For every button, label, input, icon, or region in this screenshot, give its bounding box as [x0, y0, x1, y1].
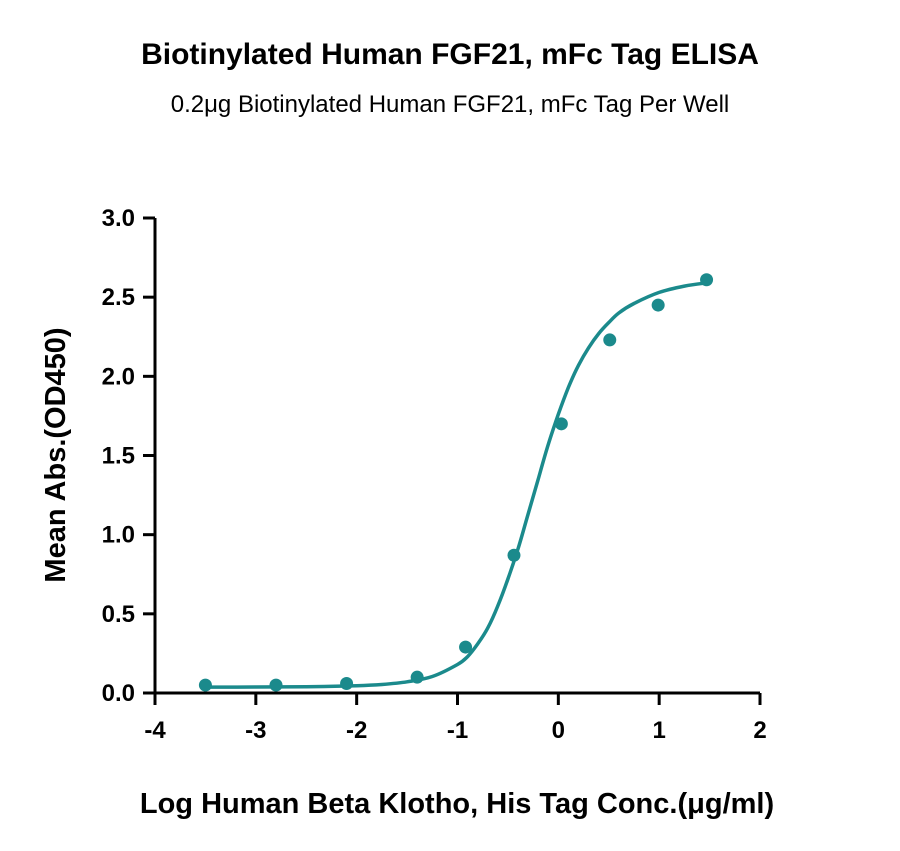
- data-point: [269, 678, 283, 692]
- y-ticks: 0.0 0.5 1.0 1.5 2.0 2.5 3.0: [102, 205, 155, 707]
- x-tick-label: -1: [447, 717, 468, 744]
- y-tick-label: 0.0: [102, 680, 135, 707]
- y-tick-label: 1.0: [102, 522, 135, 549]
- fit-curve-layer: [203, 281, 709, 689]
- y-axis-label: Mean Abs.(OD450): [40, 327, 72, 582]
- data-point: [603, 333, 617, 347]
- x-tick-label: -3: [245, 717, 266, 744]
- y-tick-label: 2.5: [102, 284, 135, 311]
- data-point: [198, 678, 212, 692]
- x-tick-label: -4: [144, 717, 166, 744]
- y-tick-label: 1.5: [102, 443, 135, 470]
- chart-subtitle: 0.2μg Biotinylated Human FGF21, mFc Tag …: [170, 91, 730, 118]
- data-point: [700, 273, 714, 287]
- x-tick-label: 1: [652, 717, 665, 744]
- x-tick-label: 2: [753, 717, 766, 744]
- data-point: [507, 548, 521, 562]
- fit-curve: [203, 281, 709, 689]
- y-tick-label: 3.0: [102, 205, 135, 232]
- x-tick-label: 0: [552, 717, 565, 744]
- x-ticks: -4 -3 -2 -1 0 1 2: [144, 693, 767, 744]
- chart-title: Biotinylated Human FGF21, mFc Tag ELISA: [141, 38, 759, 71]
- data-point: [651, 298, 665, 312]
- data-point: [554, 417, 568, 431]
- x-tick-label: -2: [346, 717, 367, 744]
- x-axis-label: Log Human Beta Klotho, His Tag Conc.(μg/…: [140, 788, 774, 820]
- y-tick-label: 0.5: [102, 601, 135, 628]
- data-point: [340, 677, 354, 690]
- data-point: [410, 670, 424, 684]
- y-tick-label: 2.0: [102, 363, 135, 390]
- data-points-layer: [198, 273, 714, 692]
- data-point: [459, 640, 473, 654]
